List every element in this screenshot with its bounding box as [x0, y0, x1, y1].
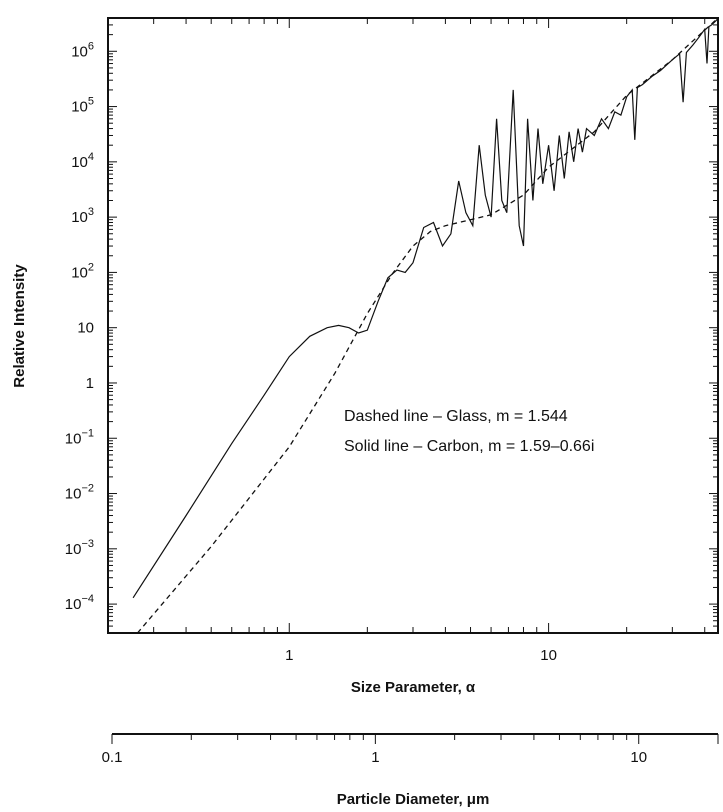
x-tick-label: 10	[540, 647, 557, 664]
x-tick-label: 1	[285, 647, 293, 664]
y-tick-label: 10	[77, 320, 94, 337]
y-tick-label: 105	[71, 96, 94, 116]
y-tick-label: 103	[71, 206, 94, 226]
diameter-tick-label: 10	[630, 749, 647, 766]
legend-carbon: Solid line – Carbon, m = 1.59–0.66i	[344, 438, 594, 455]
series-glass-dashed	[137, 17, 719, 634]
x-tick-labels: 1 10	[285, 647, 557, 664]
y-tick-label: 1	[86, 375, 94, 392]
diameter-axis-title: Particle Diameter, μm	[337, 791, 490, 808]
y-tick-label: 10−1	[65, 427, 94, 447]
y-tick-label: 102	[71, 261, 94, 281]
minor-ticks	[107, 17, 718, 634]
y-axis-title: Relative Intensity	[11, 264, 28, 388]
y-tick-label: 10−3	[65, 538, 94, 558]
diameter-tick-label: 1	[371, 749, 379, 766]
diameter-tick-label: 0.1	[102, 749, 123, 766]
x-axis-title: Size Parameter, α	[351, 679, 476, 696]
legend-glass: Dashed line – Glass, m = 1.544	[344, 408, 568, 425]
series-carbon-solid	[132, 18, 719, 599]
series-group	[132, 17, 719, 634]
y-tick-label: 10−2	[65, 483, 94, 503]
y-tick-label: 104	[71, 151, 94, 171]
plot-frame	[107, 17, 719, 634]
y-tick-label: 10−4	[65, 593, 94, 613]
y-tick-labels: 10−4 10−3 10−2 10−1 1 10 102 103 104 105 106	[65, 40, 94, 613]
diameter-axis-ticks: 0.1 1 10	[102, 734, 719, 766]
y-tick-label: 106	[71, 40, 94, 60]
